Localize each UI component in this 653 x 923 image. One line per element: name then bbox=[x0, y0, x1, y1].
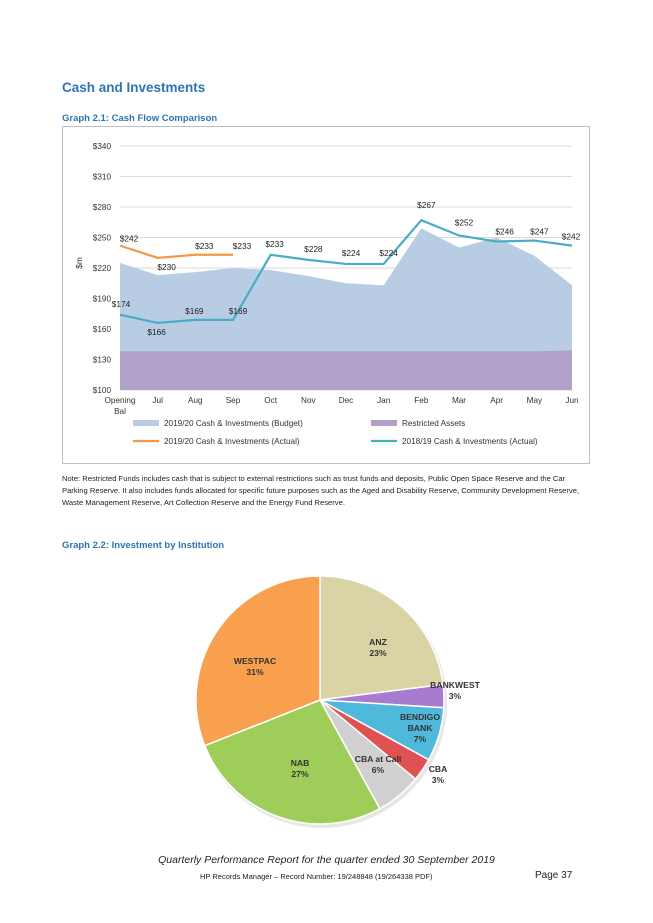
section-title: Cash and Investments bbox=[62, 80, 206, 95]
data-label: $233 bbox=[195, 241, 214, 251]
pie-percent-label: 31% bbox=[246, 667, 264, 677]
pie-label: CBA bbox=[429, 764, 448, 774]
x-tick-label: Sep bbox=[226, 396, 241, 405]
actual-2019-20-line bbox=[119, 244, 233, 259]
pie-slice-cba bbox=[319, 699, 430, 781]
pie-label: CBA at Call bbox=[355, 754, 401, 764]
y-tick-label: $160 bbox=[93, 325, 112, 334]
data-label: $233 bbox=[265, 239, 284, 249]
pie-slice-bendigo-bank bbox=[319, 699, 445, 761]
pie-percent-label: 27% bbox=[291, 769, 309, 779]
data-label: $247 bbox=[530, 227, 549, 237]
data-label: $233 bbox=[233, 241, 252, 251]
data-label: $174 bbox=[112, 299, 131, 309]
x-tick-label: Dec bbox=[339, 396, 354, 405]
x-tick-label: May bbox=[527, 396, 543, 405]
x-tick-label: Mar bbox=[452, 396, 466, 405]
x-tick-label: Opening bbox=[105, 396, 136, 405]
footer-page-number: Page 37 bbox=[535, 870, 573, 881]
legend-label: 2018/19 Cash & Investments (Actual) bbox=[402, 437, 538, 446]
data-label: $169 bbox=[185, 306, 204, 316]
legend-swatch bbox=[133, 420, 159, 426]
legend-label: 2019/20 Cash & Investments (Actual) bbox=[164, 437, 300, 446]
data-label: $228 bbox=[304, 244, 323, 254]
y-tick-label: $250 bbox=[93, 234, 112, 243]
data-label: $242 bbox=[120, 234, 139, 244]
x-tick-label: Nov bbox=[301, 396, 316, 405]
y-tick-label: $310 bbox=[93, 173, 112, 182]
pie-label: BANKWEST bbox=[430, 680, 480, 690]
pie-percent-label: 3% bbox=[449, 691, 462, 701]
pie-percent-label: 23% bbox=[369, 648, 387, 658]
y-tick-label: $340 bbox=[93, 142, 112, 151]
x-tick-label: Jan bbox=[377, 396, 391, 405]
pie-label: BENDIGO bbox=[400, 712, 440, 722]
pie-percent-label: 6% bbox=[372, 765, 385, 775]
data-label: $246 bbox=[495, 227, 514, 237]
pie-label: WESTPAC bbox=[234, 656, 276, 666]
graph2-title: Graph 2.2: Investment by Institution bbox=[62, 540, 225, 551]
pie-label: BANK bbox=[408, 723, 434, 733]
restricted-assets-area bbox=[120, 350, 572, 390]
x-tick-label: Feb bbox=[414, 396, 429, 405]
footer-report-title: Quarterly Performance Report for the qua… bbox=[158, 854, 495, 866]
data-label: $267 bbox=[417, 200, 436, 210]
x-tick-label: Jul bbox=[152, 396, 163, 405]
y-tick-label: $220 bbox=[93, 264, 112, 273]
data-label: $166 bbox=[147, 327, 166, 337]
footer-record-number: HP Records Manager – Record Number: 19/2… bbox=[200, 872, 433, 881]
graph1-title: Graph 2.1: Cash Flow Comparison bbox=[62, 113, 218, 124]
x-tick-label: Bal bbox=[114, 407, 126, 416]
x-tick-label: Jun bbox=[565, 396, 579, 405]
cash-flow-chart: $100 $130 $160 $190 $220 $250 $280 $310 $340 $m $1… bbox=[74, 142, 581, 446]
y-tick-label: $130 bbox=[93, 356, 112, 365]
legend-label: Restricted Assets bbox=[402, 419, 465, 428]
pie-slice-bankwest bbox=[319, 683, 445, 709]
data-label: $224 bbox=[379, 248, 398, 258]
data-label: $242 bbox=[562, 232, 581, 242]
legend-swatch bbox=[371, 420, 397, 426]
cash-flow-chart-frame: $100 $130 $160 $190 $220 $250 $280 $310 $340 $m $1… bbox=[62, 126, 590, 464]
data-label: $224 bbox=[342, 248, 361, 258]
legend-label: 2019/20 Cash & Investments (Budget) bbox=[164, 419, 303, 428]
pie-slice-westpac bbox=[195, 575, 321, 747]
y-tick-label: $100 bbox=[93, 386, 112, 395]
data-label: $230 bbox=[157, 262, 176, 272]
pie-slice-cba-at-call bbox=[319, 699, 417, 810]
restricted-funds-note: Note: Restricted Funds includes cash tha… bbox=[62, 474, 580, 508]
pie-percent-label: 7% bbox=[414, 734, 427, 744]
pie-percent-label: 3% bbox=[432, 775, 445, 785]
y-tick-label: $190 bbox=[93, 295, 112, 304]
actual-2018-19-line bbox=[119, 218, 573, 325]
pie-label: NAB bbox=[291, 758, 310, 768]
y-tick-label: $280 bbox=[93, 203, 112, 212]
budget-area bbox=[120, 228, 572, 390]
x-tick-label: Oct bbox=[264, 396, 277, 405]
x-tick-label: Apr bbox=[490, 396, 503, 405]
y-axis-label: $m bbox=[74, 257, 84, 269]
pie-slice-nab bbox=[203, 699, 381, 825]
pie-label: ANZ bbox=[369, 637, 387, 647]
pie-slice-anz bbox=[319, 575, 444, 701]
data-label: $252 bbox=[455, 217, 474, 227]
pie-shadow bbox=[197, 578, 447, 828]
data-label: $169 bbox=[229, 306, 248, 316]
x-tick-label: Aug bbox=[188, 396, 203, 405]
